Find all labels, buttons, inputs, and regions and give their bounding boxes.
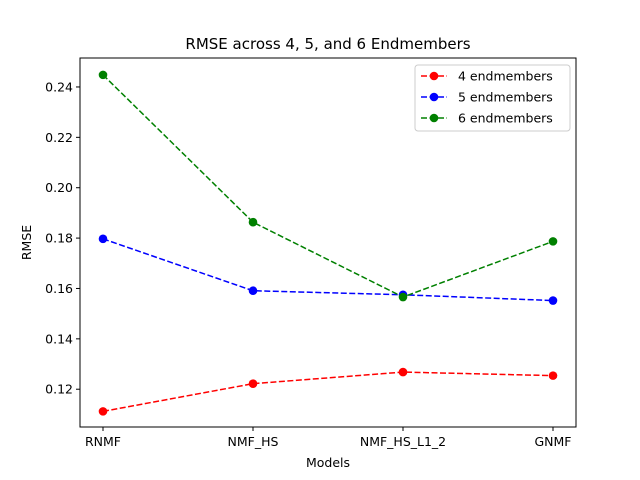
data-point xyxy=(248,286,258,296)
x-tick-label: NMF_HS_L1_2 xyxy=(360,434,446,449)
x-tick-label: RNMF xyxy=(85,434,121,449)
legend-label: 6 endmembers xyxy=(458,111,553,126)
series-line-3 xyxy=(102,74,554,298)
legend-marker-swatch xyxy=(429,92,439,102)
y-tick-label: 0.22 xyxy=(45,130,73,145)
series-line-2 xyxy=(102,238,554,302)
x-axis-title: Models xyxy=(306,455,350,470)
chart-title: RMSE across 4, 5, and 6 Endmembers xyxy=(185,35,470,53)
data-point xyxy=(98,70,108,80)
y-tick-label: 0.20 xyxy=(45,180,73,195)
legend-marker-swatch xyxy=(429,113,439,123)
plot-area xyxy=(98,70,558,416)
data-point xyxy=(548,371,558,380)
data-point xyxy=(548,296,558,305)
y-tick-label: 0.12 xyxy=(45,382,73,397)
legend: 4 endmembers 5 endmembers 6 endmembers xyxy=(414,64,571,132)
y-tick-label: 0.16 xyxy=(45,281,73,296)
legend-box xyxy=(414,64,571,132)
y-tick-label: 0.14 xyxy=(45,331,73,346)
x-axis: RNMF NMF_HS NMF_HS_L1_2 GNMF xyxy=(85,427,572,449)
data-point xyxy=(248,379,258,388)
legend-marker-swatch xyxy=(429,71,439,81)
y-tick-label: 0.18 xyxy=(45,231,73,246)
data-point xyxy=(548,237,558,246)
x-tick-label: GNMF xyxy=(534,434,571,449)
series-line-1 xyxy=(102,371,554,413)
y-axis: 0.12 0.14 0.16 0.18 0.20 0.22 0.24 xyxy=(45,79,80,397)
data-point xyxy=(98,234,108,244)
data-point xyxy=(398,292,408,302)
data-point xyxy=(248,217,258,227)
y-axis-title: RMSE xyxy=(19,225,34,260)
y-tick-label: 0.24 xyxy=(45,79,73,94)
legend-label: 4 endmembers xyxy=(458,69,553,84)
data-point xyxy=(398,367,408,377)
plot-frame xyxy=(79,57,577,428)
legend-label: 5 endmembers xyxy=(458,90,553,105)
data-point xyxy=(98,407,108,416)
x-tick-label: NMF_HS xyxy=(228,434,279,449)
